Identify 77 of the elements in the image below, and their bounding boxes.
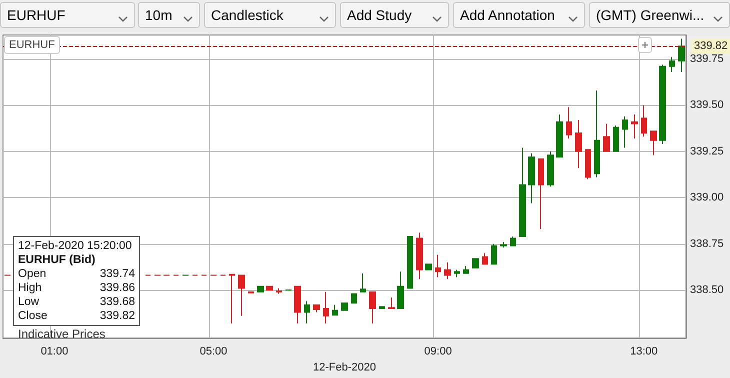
candlestick [266, 286, 273, 291]
candlestick [276, 288, 282, 294]
y-tick-label: 339.00 [690, 192, 724, 204]
annotation: 12-Feb-2020 15:20:00 [18, 239, 133, 253]
x-axis-title: 12-Feb-2020 [313, 362, 376, 374]
text: Candlestick [204, 2, 336, 28]
candlestick [257, 286, 264, 292]
y-tick-label: 338.75 [690, 238, 724, 250]
annotation: 339.86 [100, 281, 135, 295]
candlestick [294, 286, 301, 324]
candlestick [510, 236, 516, 246]
candlestick [313, 304, 320, 313]
candlestick [341, 302, 348, 311]
text: Add Study [340, 2, 449, 28]
candlestick [528, 152, 535, 204]
candlestick [407, 236, 413, 289]
text: EURHUF [0, 2, 135, 28]
x-tick-label: 01:00 [40, 346, 68, 358]
annotation: High [18, 281, 42, 295]
candlestick [556, 114, 563, 158]
candlestick [613, 125, 619, 152]
annotation: 339.82 [100, 309, 135, 323]
text: (GMT) Greenwi... [589, 2, 730, 28]
candlestick [566, 106, 572, 139]
candlestick [351, 293, 357, 304]
ref-line-label: 339.82 [694, 40, 728, 52]
x-tick-label: 13:00 [630, 346, 658, 358]
candlestick [435, 254, 441, 278]
candlestick [304, 300, 310, 324]
candlestick [229, 274, 235, 324]
candlestick [631, 114, 638, 139]
candlestick [397, 271, 404, 310]
y-tick-label: 339.75 [690, 53, 724, 66]
y-tick-label: 338.50 [690, 284, 724, 296]
candlestick [416, 232, 423, 280]
candlestick [332, 304, 338, 316]
annotation: 339.68 [100, 295, 135, 309]
candlestick [650, 130, 657, 156]
candlestick [669, 56, 675, 72]
y-tick-label: 339.25 [690, 145, 724, 158]
candlestick [482, 252, 488, 265]
text: 10m [138, 2, 200, 28]
candlestick [444, 262, 451, 280]
candlestick [369, 291, 376, 324]
candlestick [472, 258, 479, 268]
candlestick [585, 149, 591, 180]
candlestick [603, 123, 610, 152]
candlestick [388, 296, 395, 310]
y-tick-label: 339.50 [690, 99, 724, 112]
candlestick [594, 90, 600, 178]
annotation: Low [18, 295, 40, 309]
annotation: Indicative Prices [18, 327, 106, 341]
candlestick [641, 104, 647, 138]
annotation: EURHUF [4, 36, 60, 54]
candlestick [360, 272, 366, 292]
candlestick [463, 266, 469, 274]
candlestick [575, 120, 582, 169]
candlestick [519, 147, 526, 237]
annotation: 339.74 [100, 267, 135, 281]
candlestick [622, 116, 628, 148]
candlestick [454, 269, 460, 278]
annotation: EURHUF (Bid) [18, 253, 96, 267]
annotation: Open [18, 267, 46, 281]
x-tick-label: 05:00 [200, 346, 228, 358]
text: Add Annotation [453, 2, 585, 28]
x-tick-label: 09:00 [424, 346, 452, 358]
candlestick [538, 158, 544, 230]
candlestick [547, 150, 554, 188]
annotation: Close [18, 309, 48, 323]
candlestick [659, 64, 666, 145]
candlestick [323, 291, 329, 324]
candlestick [678, 38, 685, 72]
candlestick [425, 264, 432, 270]
candlestick [491, 243, 497, 265]
candlestick [238, 274, 245, 316]
candlestick [379, 306, 385, 310]
candlestick [500, 241, 507, 248]
